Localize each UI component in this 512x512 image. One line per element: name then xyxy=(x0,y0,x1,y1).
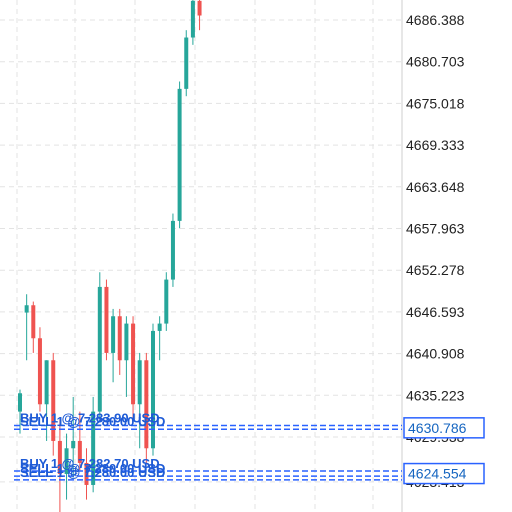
grid xyxy=(0,0,402,512)
candle-body xyxy=(71,440,76,449)
price-tick-label: 4663.648 xyxy=(406,179,465,195)
candle-body xyxy=(44,360,49,405)
price-tick-label: 4680.703 xyxy=(406,54,465,70)
price-tick-label: 4635.223 xyxy=(406,387,465,403)
candle-body xyxy=(177,88,182,221)
candle-body xyxy=(190,0,195,38)
candle-body xyxy=(18,393,22,412)
candle-body xyxy=(137,360,142,405)
price-tick-label: 4675.018 xyxy=(406,95,465,111)
price-tag-box xyxy=(403,417,485,439)
price-tag-label: 4630.786 xyxy=(408,420,467,436)
candle-body xyxy=(91,411,96,485)
price-tick-label: 4657.963 xyxy=(406,221,465,237)
order-label[interactable]: SELL 1 @ 7,280.00 USD xyxy=(20,414,165,429)
candle-body xyxy=(57,440,62,474)
candle-body xyxy=(164,279,169,324)
candle-body xyxy=(124,323,129,361)
candle-body xyxy=(131,323,136,405)
candle-body xyxy=(31,305,36,339)
candle-body xyxy=(157,323,162,331)
candle-body xyxy=(117,316,122,361)
price-tag-label: 4624.554 xyxy=(408,466,467,482)
candle-body xyxy=(104,286,109,353)
order-label[interactable]: BUY 1 @ 7,282.70 USD xyxy=(20,456,160,471)
price-tick-label: 4652.278 xyxy=(406,262,465,278)
price-tags: 4630.786 4624.554 xyxy=(403,417,485,485)
candle-body xyxy=(84,462,89,485)
candle-body xyxy=(97,286,102,412)
candle-body xyxy=(184,37,189,89)
price-tick-label: 4686.388 xyxy=(406,12,465,28)
candles xyxy=(18,0,202,512)
candle-body xyxy=(37,338,42,405)
order-label[interactable]: BUY 1 @ 7,283.90 USD xyxy=(20,411,160,426)
candle-body xyxy=(170,220,175,280)
candle-body xyxy=(51,360,56,441)
order-label[interactable]: SELL 1 @ 7,280.00 USD xyxy=(20,461,165,476)
price-tick-label: 4669.333 xyxy=(406,137,465,153)
candle-body xyxy=(197,0,202,16)
candle-body xyxy=(111,316,116,353)
price-tick-label: 4640.908 xyxy=(406,346,465,362)
candle-body xyxy=(151,330,155,449)
candle-body xyxy=(77,440,82,463)
price-tag-box xyxy=(403,462,485,485)
candle-body xyxy=(144,360,149,449)
price-tick-label: 4646.593 xyxy=(406,304,465,320)
candle-body xyxy=(24,305,29,313)
order-label[interactable]: SELL 1 @ 7,280.00 USD xyxy=(20,465,165,480)
candle-body xyxy=(64,448,69,474)
